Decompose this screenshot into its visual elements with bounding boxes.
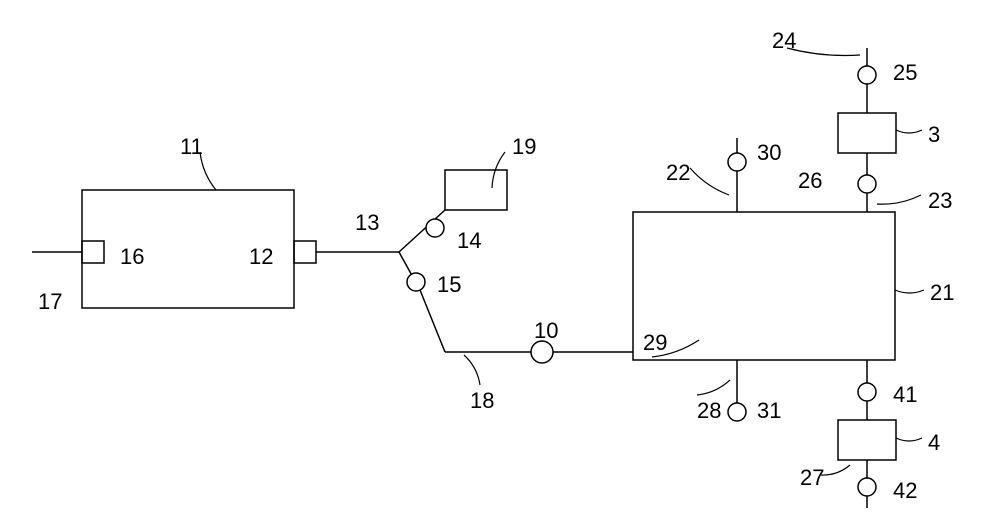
- leader-line: [877, 195, 921, 204]
- box-big-right: [633, 212, 895, 360]
- leader-line: [896, 438, 922, 441]
- valve-circle-c14: [426, 219, 444, 237]
- label-19: 19: [512, 134, 536, 160]
- valve-circle-c26: [858, 175, 876, 193]
- label-17: 17: [38, 289, 62, 315]
- box-inner-12: [294, 241, 316, 263]
- box-small-4: [838, 420, 896, 460]
- label-28: 28: [697, 398, 721, 424]
- leader-line: [821, 465, 850, 475]
- leader-line: [896, 130, 922, 133]
- label-21: 21: [930, 280, 954, 306]
- valve-circle-c31: [728, 403, 746, 421]
- label-41: 41: [893, 382, 917, 408]
- engineering-diagram: 11 16 17 12 13 19 14 15 18 10 22 30 24 25 3 26 23 21 29 28 3…: [0, 0, 1000, 519]
- valve-circle-c10: [531, 341, 553, 363]
- label-10: 10: [534, 318, 558, 344]
- valve-circle-c15: [407, 273, 425, 291]
- leader-line: [697, 380, 730, 395]
- label-18: 18: [470, 388, 494, 414]
- label-30: 30: [757, 140, 781, 166]
- label-29: 29: [643, 330, 667, 356]
- label-3: 3: [928, 122, 940, 148]
- diagram-svg: [0, 0, 1000, 519]
- leader-line: [464, 355, 480, 385]
- valve-circle-c41: [858, 383, 876, 401]
- box-small-3: [838, 113, 896, 153]
- label-25: 25: [893, 60, 917, 86]
- label-31: 31: [757, 398, 781, 424]
- box-inner-16: [82, 241, 104, 263]
- label-15: 15: [437, 272, 461, 298]
- label-24: 24: [772, 28, 796, 54]
- label-22: 22: [666, 160, 690, 186]
- leader-line: [895, 290, 924, 293]
- leader-line: [787, 48, 860, 56]
- label-26: 26: [798, 168, 822, 194]
- label-12: 12: [249, 244, 273, 270]
- label-23: 23: [928, 188, 952, 214]
- label-27: 27: [800, 465, 824, 491]
- label-42: 42: [893, 478, 917, 504]
- label-13: 13: [355, 210, 379, 236]
- valve-circle-c25: [858, 66, 876, 84]
- leader-line: [690, 168, 729, 195]
- label-14: 14: [457, 228, 481, 254]
- connection-line: [420, 290, 445, 352]
- label-4: 4: [928, 430, 940, 456]
- valve-circle-c30: [728, 153, 746, 171]
- valve-circle-c42: [858, 478, 876, 496]
- box-small-19: [445, 170, 507, 210]
- label-11: 11: [180, 134, 203, 160]
- label-16: 16: [120, 244, 144, 270]
